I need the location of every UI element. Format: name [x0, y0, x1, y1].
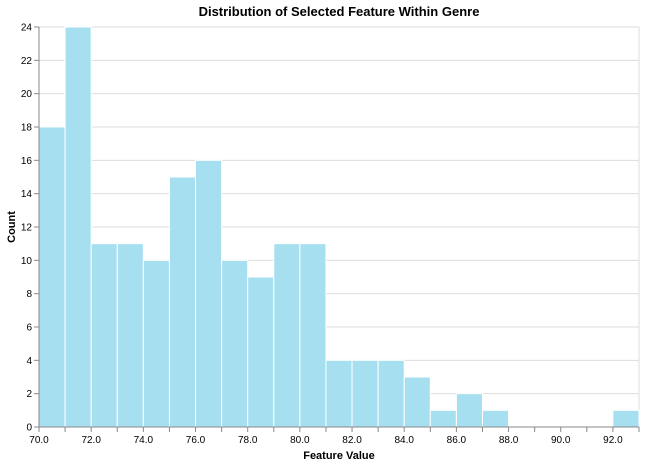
- histogram-bar: [325, 359, 353, 428]
- x-tick-label: 92.0: [603, 435, 623, 446]
- x-tick-label: 90.0: [551, 435, 571, 446]
- histogram-bar: [377, 359, 405, 428]
- histogram-bar: [90, 243, 118, 428]
- x-tick-label: 80.0: [290, 435, 310, 446]
- x-tick-label: 88.0: [499, 435, 519, 446]
- histogram-bar: [429, 409, 457, 428]
- histogram-bar: [168, 176, 197, 428]
- x-tick-label: 72.0: [81, 435, 101, 446]
- x-tick-label: 82.0: [342, 435, 362, 446]
- histogram-bar: [247, 276, 275, 428]
- histogram-bar: [221, 259, 249, 428]
- histogram-bar: [273, 243, 301, 428]
- histogram-bar: [195, 159, 223, 428]
- y-tick-label: 0: [26, 423, 32, 434]
- x-tick-label: 86.0: [447, 435, 467, 446]
- histogram-bar: [351, 359, 379, 428]
- y-tick-label: 6: [26, 323, 32, 334]
- y-tick-label: 8: [26, 289, 32, 300]
- y-tick-label: 20: [21, 89, 33, 100]
- y-tick-label: 16: [21, 156, 33, 167]
- x-axis-title: Feature Value: [303, 450, 375, 462]
- y-axis-title: Count: [6, 211, 18, 243]
- bars: [38, 26, 640, 428]
- histogram-bar: [612, 409, 640, 428]
- histogram-bar: [455, 393, 483, 428]
- y-tick-label: 12: [21, 223, 33, 234]
- histogram-bar: [38, 126, 66, 428]
- x-tick-label: 74.0: [134, 435, 154, 446]
- histogram-bar: [116, 243, 144, 428]
- histogram-bar: [481, 409, 510, 428]
- y-tick-label: 4: [26, 356, 32, 367]
- chart-title: Distribution of Selected Feature Within …: [199, 4, 480, 19]
- x-tick-label: 70.0: [29, 435, 49, 446]
- histogram-bar: [142, 259, 170, 428]
- y-tick-label: 10: [21, 256, 33, 267]
- y-tick-label: 14: [21, 189, 33, 200]
- histogram-bar: [64, 26, 92, 428]
- x-tick-label: 76.0: [186, 435, 206, 446]
- y-tick-label: 24: [21, 23, 33, 34]
- x-axis: 70.0 72.0 74.0 76.0 78.0 80.0 82.0 84.0 86.0 88.0…: [29, 426, 640, 446]
- y-tick-label: 2: [26, 389, 32, 400]
- y-tick-label: 22: [21, 56, 33, 67]
- x-tick-label: 78.0: [238, 435, 258, 446]
- histogram-bar: [403, 376, 431, 428]
- histogram-bar: [299, 243, 327, 428]
- x-tick-label: 84.0: [394, 435, 414, 446]
- y-tick-label: 18: [21, 123, 33, 134]
